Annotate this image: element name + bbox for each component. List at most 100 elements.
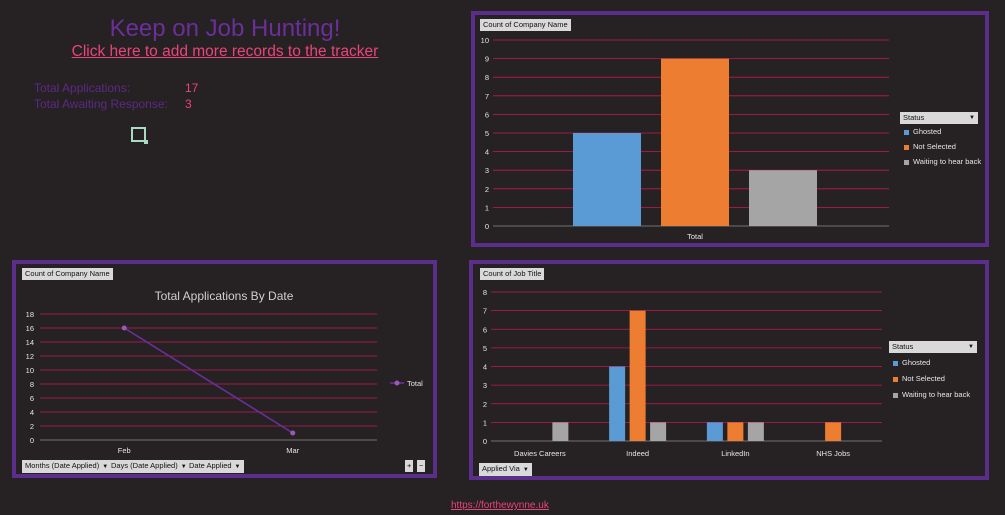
y-tick-label: 0 xyxy=(30,436,34,445)
y-tick-label: 16 xyxy=(26,324,34,333)
x-tick-label: Davies Careers xyxy=(514,449,566,458)
legend-not-selected: Not Selected xyxy=(904,142,956,151)
status-chart: 0 1 2 3 4 5 6 7 8 9 10 Total xyxy=(481,36,889,241)
y-tick-label: 2 xyxy=(485,185,489,194)
y-tick-label: 8 xyxy=(483,288,487,297)
x-tick-label: Indeed xyxy=(626,449,649,458)
chevron-down-icon: ▼ xyxy=(969,115,975,121)
swatch-icon xyxy=(904,159,909,165)
y-tick-label: 7 xyxy=(485,92,489,101)
y-tick-label: 5 xyxy=(485,129,489,138)
status-filter-dropdown[interactable]: Status ▼ xyxy=(889,341,977,353)
filter-label: Date Applied xyxy=(189,461,232,470)
x-tick-label: LinkedIn xyxy=(721,449,749,458)
date-chart: Total Applications By Date 0 2 4 6 8 10 12 14 16 1… xyxy=(26,289,424,455)
swatch-icon xyxy=(904,144,909,150)
chevron-down-icon: ▼ xyxy=(102,464,109,470)
filter-label: Days (Date Applied) xyxy=(111,461,178,470)
months-filter-button[interactable]: Months (Date Applied) ▼ xyxy=(22,460,112,473)
days-filter-button[interactable]: Days (Date Applied) ▼ xyxy=(108,460,190,473)
filter-label: Applied Via xyxy=(482,464,520,473)
filter-label: Months (Date Applied) xyxy=(25,461,100,470)
chevron-down-icon: ▼ xyxy=(522,467,529,473)
collapse-field-button[interactable]: − xyxy=(417,460,426,472)
date-chart-panel: Count of Company Name Total Applications… xyxy=(12,260,437,478)
legend-label: Waiting to hear back xyxy=(913,157,982,166)
data-point xyxy=(290,430,296,436)
x-tick-label: Total xyxy=(687,232,703,241)
y-tick-label: 8 xyxy=(485,73,489,82)
y-tick-label: 0 xyxy=(485,222,489,231)
status-filter-label: Status xyxy=(892,342,914,351)
bar-waiting-to-hear-back xyxy=(749,170,817,226)
count-job-title-field-button[interactable]: Count of Job Title xyxy=(480,268,545,280)
legend-label: Waiting to hear back xyxy=(902,390,971,399)
date-applied-filter-button[interactable]: Date Applied ▼ xyxy=(186,460,244,473)
chart-title: Total Applications By Date xyxy=(155,289,294,303)
add-records-link[interactable]: Click here to add more records to the tr… xyxy=(71,43,379,60)
y-tick-label: 1 xyxy=(483,418,487,427)
chevron-down-icon: ▼ xyxy=(180,464,187,470)
status-filter-label: Status xyxy=(903,113,925,122)
legend-label: Ghosted xyxy=(902,358,931,367)
applied-via-chart-panel: Count of Job Title 0 1 2 3 4 5 6 7 8 Davies Caree… xyxy=(469,260,989,480)
bar-not-selected xyxy=(825,422,842,441)
applied-via-filter-button[interactable]: Applied Via ▼ xyxy=(479,463,532,476)
bar-waiting-to-hear-back xyxy=(650,422,667,441)
selected-cell[interactable] xyxy=(131,127,148,144)
bar-not-selected xyxy=(727,422,744,441)
swatch-icon xyxy=(893,360,898,366)
swatch-icon xyxy=(893,376,898,382)
x-tick-label: Feb xyxy=(118,446,131,455)
awaiting-response-label: Total Awaiting Response: xyxy=(34,97,168,111)
y-tick-label: 12 xyxy=(26,352,34,361)
status-filter-dropdown[interactable]: Status ▼ xyxy=(900,112,978,124)
y-tick-label: 2 xyxy=(483,400,487,409)
bar-not-selected xyxy=(629,310,646,441)
swatch-icon xyxy=(904,129,909,135)
total-applications-value: 17 xyxy=(185,81,199,95)
chevron-down-icon: ▼ xyxy=(968,344,974,350)
y-tick-label: 4 xyxy=(485,148,489,157)
bar-waiting-to-hear-back xyxy=(552,422,569,441)
y-tick-label: 2 xyxy=(30,422,34,431)
y-tick-label: 1 xyxy=(485,203,489,212)
count-company-field-button[interactable]: Count of Company Name xyxy=(480,19,571,31)
footer-link[interactable]: https://forthewynne.uk xyxy=(451,500,549,511)
bar-ghosted xyxy=(573,133,641,226)
bar-ghosted xyxy=(706,422,723,441)
legend-label: Not Selected xyxy=(913,142,956,151)
count-company-field-button[interactable]: Count of Company Name xyxy=(22,268,113,280)
legend-label: Ghosted xyxy=(913,127,942,136)
bar-waiting-to-hear-back xyxy=(747,422,764,441)
data-point xyxy=(121,325,127,331)
chevron-down-icon: ▼ xyxy=(234,464,241,470)
legend-label: Not Selected xyxy=(902,374,945,383)
y-tick-label: 6 xyxy=(485,110,489,119)
bar-ghosted xyxy=(609,366,626,441)
legend-ghosted: Ghosted xyxy=(904,127,941,136)
y-tick-label: 3 xyxy=(485,166,489,175)
legend-not-selected: Not Selected xyxy=(893,374,945,383)
y-tick-label: 8 xyxy=(30,380,34,389)
x-tick-label: Mar xyxy=(286,446,299,455)
legend-marker-icon xyxy=(394,380,400,386)
expand-field-button[interactable]: + xyxy=(405,460,414,472)
applied-via-chart: 0 1 2 3 4 5 6 7 8 Davies Careers Indeed LinkedIn NHS… xyxy=(483,288,882,458)
y-tick-label: 9 xyxy=(485,55,489,64)
total-applications-label: Total Applications: xyxy=(34,81,131,95)
y-tick-label: 4 xyxy=(483,363,487,372)
status-chart-panel: Count of Company Name 0 1 2 3 4 5 6 7 8 9 10 Total … xyxy=(471,11,989,247)
legend-label: Total xyxy=(407,379,423,388)
series-line xyxy=(123,327,294,434)
swatch-icon xyxy=(893,392,898,398)
y-tick-label: 3 xyxy=(483,381,487,390)
page-title: Keep on Job Hunting! xyxy=(109,15,341,42)
bar-not-selected xyxy=(661,58,729,226)
y-tick-label: 10 xyxy=(481,36,489,45)
y-tick-label: 6 xyxy=(30,394,34,403)
y-tick-label: 0 xyxy=(483,437,487,446)
y-tick-label: 18 xyxy=(26,310,34,319)
y-tick-label: 7 xyxy=(483,307,487,316)
y-tick-label: 5 xyxy=(483,344,487,353)
